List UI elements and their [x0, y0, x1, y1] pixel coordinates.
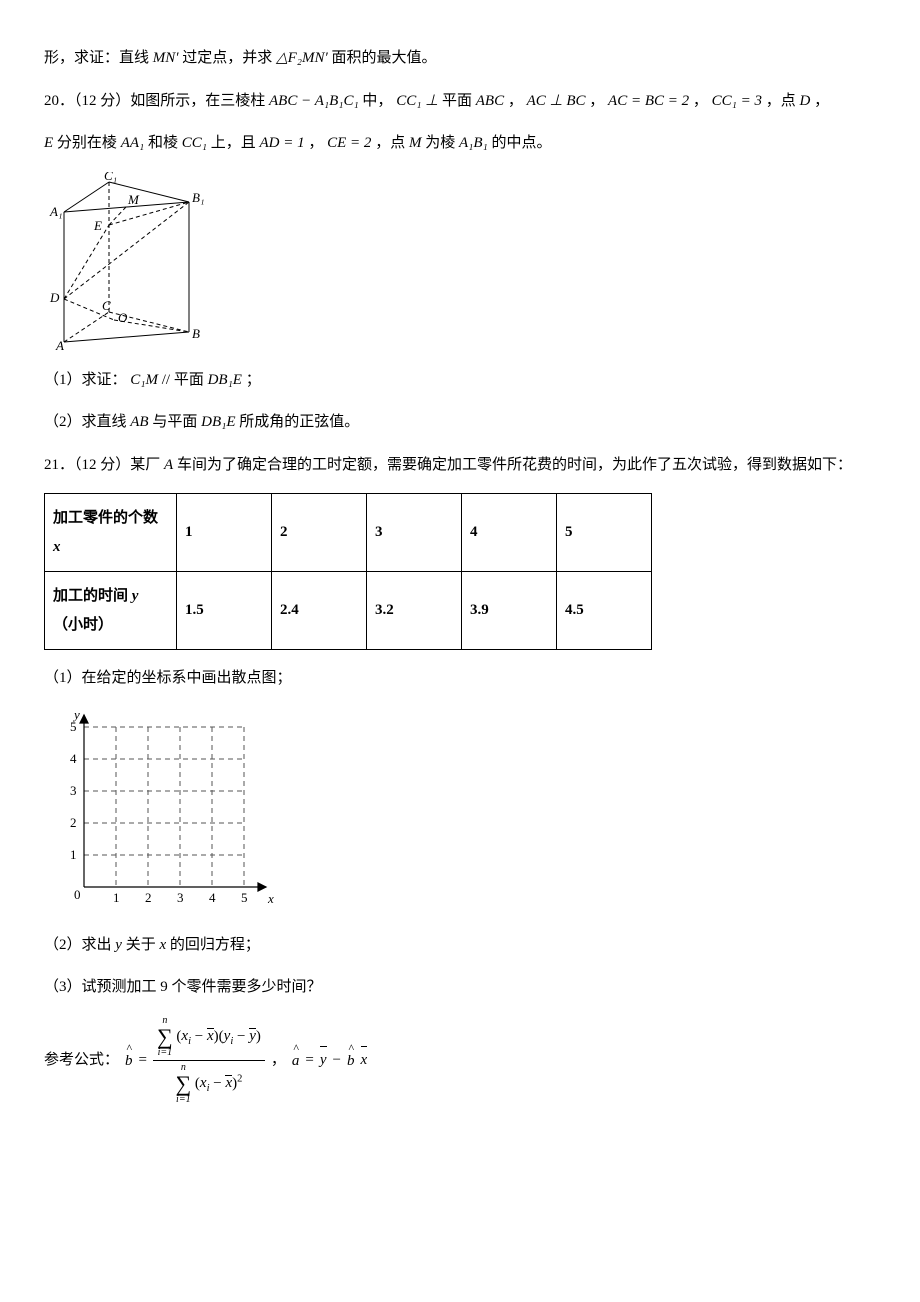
cell: 4: [462, 494, 557, 572]
prism-name: ABC − A₁B₁C₁: [269, 93, 359, 109]
q20-stem-line2: E 分别在棱 AA₁ 和棱 CC₁ 上，且 AD = 1 ， CE = 2 ，点…: [44, 129, 876, 158]
grid-figure: 0 1 2 3 4 5 1 2 3 4 5 x y: [44, 707, 876, 917]
label-B: B: [192, 326, 200, 341]
xtick: 3: [177, 890, 184, 905]
cell: 2: [272, 494, 367, 572]
b-hat-fraction: n∑i=1 (xi − x)(yi − y) n∑i=1 (xi − x)2: [153, 1016, 265, 1105]
label-M: M: [127, 192, 140, 207]
q20-stem: 20．（12 分）如图所示，在三棱柱 ABC − A₁B₁C₁ 中， CC₁ ⊥…: [44, 87, 876, 116]
q21-sub2: （2）求出 y 关于 x 的回归方程；: [44, 931, 876, 960]
table-row: 加工零件的个数 x 1 2 3 4 5: [45, 494, 652, 572]
cell: 3.9: [462, 572, 557, 650]
label-D: D: [49, 290, 60, 305]
cell: 3: [367, 494, 462, 572]
label-A1: A₁: [49, 204, 62, 219]
q20-label: 20．（12 分）如图所示，在三棱柱: [44, 93, 269, 109]
b-hat: b: [125, 1045, 133, 1076]
cell: 4.5: [557, 572, 652, 650]
xtick: 4: [209, 890, 216, 905]
x-axis-label: x: [267, 891, 274, 906]
ytick: 2: [70, 815, 77, 830]
header-y: 加工的时间 y （小时）: [45, 572, 177, 650]
label-E: E: [93, 218, 102, 233]
mn-prime: MN′: [153, 50, 179, 66]
text: 形，求证：直线: [44, 50, 153, 66]
ytick: 1: [70, 847, 77, 862]
label-C1: C₁: [104, 172, 117, 183]
a-hat: a: [292, 1045, 300, 1076]
xtick: 5: [241, 890, 248, 905]
cell: 1.5: [177, 572, 272, 650]
header-x: 加工零件的个数 x: [45, 494, 177, 572]
label-B1: B₁: [192, 190, 204, 205]
text: 过定点，并求: [182, 50, 276, 66]
xtick: 1: [113, 890, 120, 905]
xtick: 2: [145, 890, 152, 905]
ytick: 4: [70, 751, 77, 766]
q21-table: 加工零件的个数 x 1 2 3 4 5 加工的时间 y （小时） 1.5 2.4…: [44, 493, 652, 650]
label-O: O: [118, 310, 128, 325]
origin-label: 0: [74, 887, 81, 902]
cell: 2.4: [272, 572, 367, 650]
cell: 1: [177, 494, 272, 572]
q21-stem: 21．（12 分）某厂 A 车间为了确定合理的工时定额，需要确定加工零件所花费的…: [44, 451, 876, 480]
triangle-f2mn: △F₂MN′: [276, 50, 328, 66]
q20-sub1: （1）求证： C₁M // 平面 DB₁E ；: [44, 366, 876, 395]
prism-figure: A₁ C₁ B₁ M E D O A C B: [44, 172, 876, 352]
y-axis-label: y: [72, 707, 80, 722]
text: 面积的最大值。: [332, 50, 437, 66]
q21-sub3: （3）试预测加工 9 个零件需要多少时间？: [44, 973, 876, 1002]
cell: 3.2: [367, 572, 462, 650]
q20-sub2: （2）求直线 AB 与平面 DB₁E 所成角的正弦值。: [44, 408, 876, 437]
label-A: A: [55, 338, 64, 352]
prism-svg: A₁ C₁ B₁ M E D O A C B: [44, 172, 204, 352]
cell: 5: [557, 494, 652, 572]
continuation-line: 形，求证：直线 MN′ 过定点，并求 △F₂MN′ 面积的最大值。: [44, 44, 876, 73]
grid-svg: 0 1 2 3 4 5 1 2 3 4 5 x y: [44, 707, 284, 917]
reference-formula: 参考公式： b = n∑i=1 (xi − x)(yi − y) n∑i=1 (…: [44, 1016, 876, 1105]
table-row: 加工的时间 y （小时） 1.5 2.4 3.2 3.9 4.5: [45, 572, 652, 650]
ytick: 3: [70, 783, 77, 798]
label-C: C: [102, 298, 111, 313]
q21-sub1: （1）在给定的坐标系中画出散点图；: [44, 664, 876, 693]
